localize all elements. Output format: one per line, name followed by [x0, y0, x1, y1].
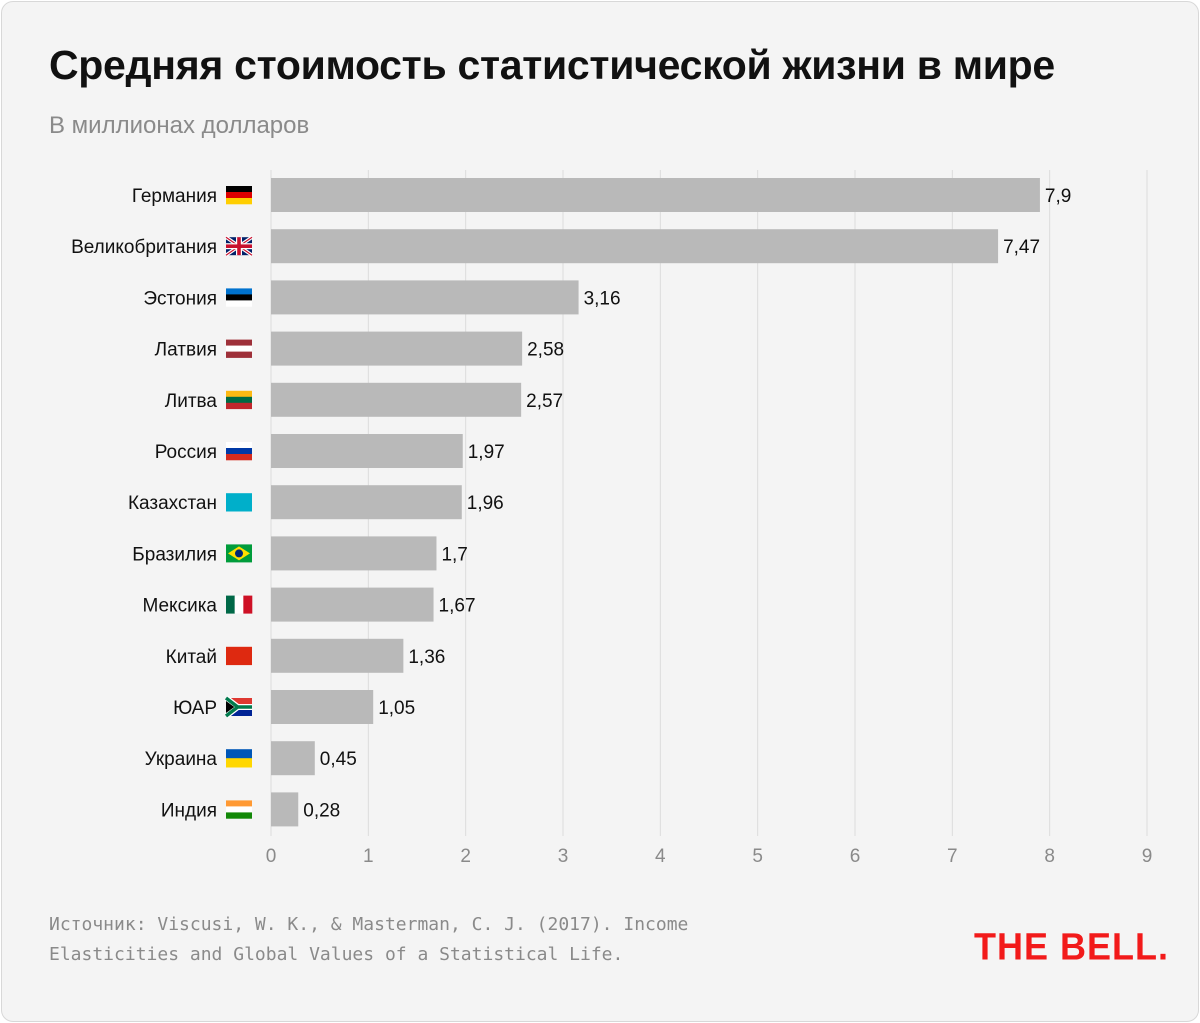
x-tick-label: 9: [1142, 846, 1153, 867]
flag-stripe: [226, 396, 252, 404]
bar-chart: 0 1 2 3 4 5 6 7 8 9 7,9 Германия 7,47 Великобритания 3…: [71, 170, 1153, 867]
bar: [271, 741, 315, 776]
flag-icon: [226, 288, 252, 307]
value-label: 3,16: [584, 288, 621, 309]
flag-icon: [226, 544, 252, 563]
flag-stripe: [226, 198, 252, 205]
flag-stripe: [226, 300, 252, 307]
flag-icon: [224, 695, 252, 719]
bar: [271, 382, 522, 417]
flag-stripe: [226, 448, 252, 455]
flag-icon: [226, 749, 252, 768]
flag-icon: [226, 595, 253, 614]
x-tick-label: 7: [947, 846, 958, 867]
flag-stripe: [234, 595, 244, 614]
flag-icon: [226, 493, 252, 512]
bar: [271, 331, 523, 366]
flag-stripe: [226, 345, 252, 352]
value-label: 1,36: [408, 647, 445, 668]
x-tick-label: 3: [558, 846, 569, 867]
flag-stripe: [226, 806, 252, 813]
value-label: 1,96: [467, 493, 504, 514]
flag-stripe: [226, 707, 252, 716]
flag-icon: [226, 442, 252, 461]
category-label: Индия: [161, 800, 217, 821]
value-label: 1,05: [378, 698, 415, 719]
category-label: Латвия: [155, 340, 217, 361]
x-tick-label: 0: [266, 846, 277, 867]
flag-triangle: [226, 701, 235, 713]
flag-icon: [226, 339, 252, 358]
chart-title: Средняя стоимость статистической жизни в…: [49, 42, 1055, 88]
value-label: 0,45: [320, 749, 357, 770]
source-note: Источник: Viscusi, W. K., & Masterman, C…: [49, 914, 689, 965]
category-label: Китай: [166, 647, 217, 668]
flag-stripe: [226, 192, 252, 199]
flag-stripe: [226, 294, 252, 301]
bar: [271, 434, 463, 468]
flag-stripe: [226, 186, 252, 193]
flag-cross: [226, 244, 252, 248]
x-tick-label: 6: [850, 846, 861, 867]
value-label: 2,57: [526, 391, 563, 412]
the-bell-logo: THE BELL.: [974, 924, 1169, 968]
bar: [271, 690, 374, 724]
flag-stripe: [226, 800, 252, 807]
value-label: 7,47: [1003, 237, 1040, 258]
x-tick-label: 1: [363, 846, 374, 867]
flag-stripe: [226, 442, 252, 449]
flag-stripe: [226, 812, 252, 819]
value-label: 1,67: [439, 596, 476, 617]
category-label: Казахстан: [128, 493, 217, 514]
flag-stripe: [226, 402, 252, 410]
flag-icon: [226, 390, 252, 410]
flag-stripe: [226, 698, 252, 707]
value-label: 1,97: [468, 442, 505, 463]
flag-icon: [226, 186, 252, 205]
category-label: ЮАР: [173, 698, 217, 719]
bar: [271, 280, 579, 315]
flag-stripe: [226, 749, 252, 759]
flag-stripe: [226, 339, 252, 346]
bar: [271, 536, 437, 571]
x-tick-label: 4: [655, 846, 666, 867]
value-label: 7,9: [1045, 186, 1071, 207]
bar: [271, 485, 462, 520]
flag-stripe: [243, 595, 253, 614]
flag-icon: [226, 646, 252, 666]
value-label: 1,7: [441, 544, 467, 565]
x-tick-label: 5: [752, 846, 763, 867]
x-tick-label: 2: [460, 846, 471, 867]
category-label: Россия: [155, 442, 217, 463]
category-label: Мексика: [142, 596, 217, 617]
category-label: Германия: [132, 186, 217, 207]
bar: [271, 792, 299, 827]
category-label: Эстония: [143, 288, 217, 309]
bar: [271, 587, 434, 622]
value-label: 0,28: [303, 800, 340, 821]
category-label: Великобритания: [71, 237, 217, 258]
category-label: Литва: [165, 391, 218, 412]
flag-icon: [226, 800, 252, 819]
category-label: Бразилия: [132, 544, 217, 565]
x-tick-label: 8: [1044, 846, 1055, 867]
flag-pall: [224, 696, 252, 718]
flag-stripe: [226, 646, 252, 666]
flag-stripe: [226, 595, 235, 614]
category-label: Украина: [145, 749, 218, 770]
flag-icon: [225, 235, 253, 257]
flag-globe: [235, 549, 243, 558]
flag-stripe: [226, 390, 252, 398]
flag-stripe: [226, 758, 252, 768]
flag-stripe: [226, 454, 252, 461]
flag-stripe: [226, 351, 252, 358]
bar: [271, 178, 1040, 212]
value-label: 2,58: [527, 340, 564, 361]
bar: [271, 229, 999, 264]
chart-subtitle: В миллионах долларов: [49, 112, 310, 139]
flag-stripe: [226, 288, 252, 295]
flag-stripe: [226, 493, 252, 512]
bar: [271, 638, 404, 673]
